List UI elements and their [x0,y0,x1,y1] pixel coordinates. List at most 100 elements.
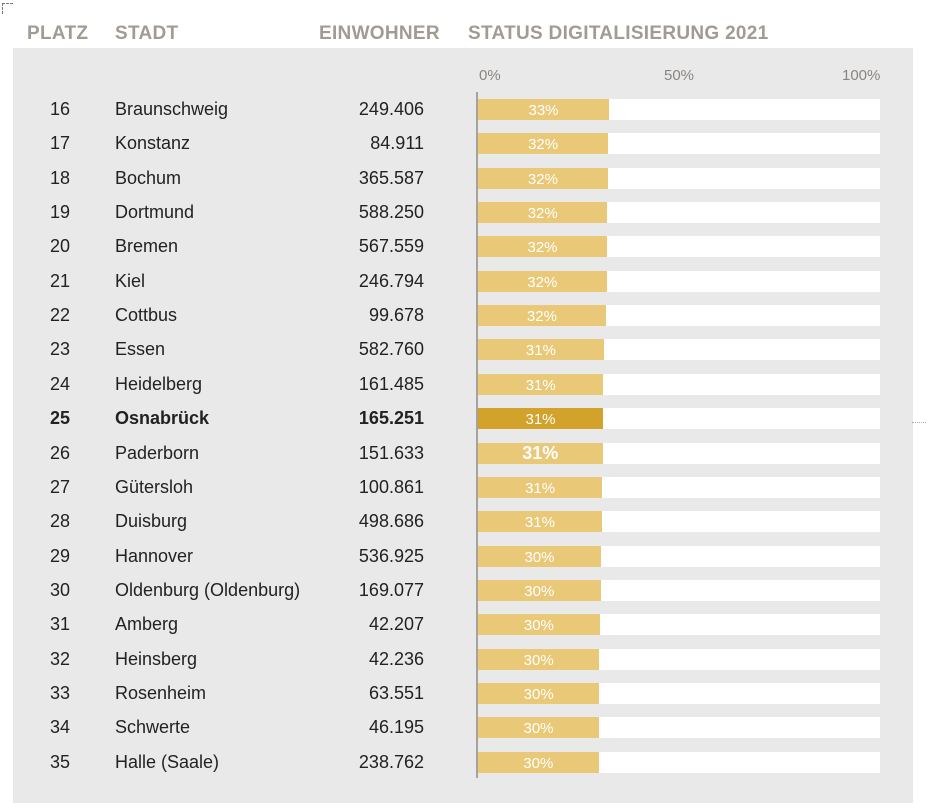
row-rank: 26 [49,442,71,463]
row-population: 249.406 [358,99,424,119]
bar-track: 32% [478,305,880,327]
bar-schwerte: 30% [478,717,599,739]
bar-paderborn: 31% [478,442,603,464]
row-rank: 20 [49,236,71,257]
bar-track: 33% [478,99,880,120]
table-row: 20 Bremen 567.559 32% [0,229,927,263]
row-city: Amberg [115,614,179,635]
bar-heinsberg: 30% [478,648,600,670]
row-population: 63.551 [368,682,424,703]
row-city: Schwerte [115,717,191,738]
bar-track: 31% [478,373,880,395]
row-city: Dortmund [115,202,195,223]
row-rank: 32 [49,648,71,669]
row-city: Duisburg [115,511,188,532]
bar-track: 32% [478,202,880,224]
header-rank: PLATZ [27,23,89,44]
bar-duisburg: 31% [478,511,602,533]
row-city: Konstanz [115,133,191,154]
table-row: 29 Hannover 536.925 30% [0,539,927,573]
row-population: 151.633 [358,442,424,463]
bar-bochum: 32% [478,167,608,189]
bar-track: 32% [478,167,880,189]
table-row: 31 Amberg 42.207 30% [0,607,927,641]
row-population: 42.207 [368,614,424,635]
table-row: 22 Cottbus 99.678 32% [0,298,927,332]
row-rank: 24 [49,373,71,394]
bar-track: 31% [478,476,880,498]
selection-corner-marker [2,3,13,14]
edge-dotted-marker [912,422,926,423]
row-rank: 23 [49,339,71,360]
row-population: 246.794 [358,270,424,291]
bar-braunschweig: 33% [478,99,610,120]
row-population: 169.077 [358,579,424,600]
row-rank: 29 [49,545,71,566]
row-city: Hannover [115,545,194,566]
row-city: Oldenburg (Oldenburg) [115,579,301,600]
row-city: Bochum [115,167,182,188]
row-city: Paderborn [115,442,200,463]
row-population: 84.911 [370,133,424,154]
row-city: Osnabrück [115,408,210,429]
bar-track: 30% [478,545,880,567]
axis-tick-100: 100% [842,67,881,84]
row-city: Gütersloh [115,476,194,497]
axis-tick-50: 50% [664,67,695,84]
bar-osnabrück: 31% [478,408,604,430]
bar-rosenheim: 30% [478,682,600,704]
table-row: 30 Oldenburg (Oldenburg) 169.077 30% [0,573,927,607]
bar-track: 31% [478,339,880,361]
bar-track: 30% [478,579,880,601]
axis-tick-0: 0% [479,67,501,84]
table-row: 19 Dortmund 588.250 32% [0,195,927,229]
bar-gütersloh: 31% [478,476,603,498]
row-population: 567.559 [358,236,424,257]
table-row: 35 Halle (Saale) 238.762 30% [0,745,927,779]
bar-track: 31% [478,511,880,533]
bar-dortmund: 32% [478,202,608,224]
table-row: 16 Braunschweig 249.406 33% [0,92,927,126]
bar-track: 31% [478,442,880,464]
bar-cottbus: 32% [478,305,606,327]
row-rank: 18 [49,167,71,188]
bar-kiel: 32% [478,270,607,292]
table-row: 32 Heinsberg 42.236 30% [0,642,927,676]
row-rank: 19 [49,202,71,223]
header-city: STADT [115,23,179,44]
bar-hannover: 30% [478,545,601,567]
row-population: 238.762 [358,751,424,772]
table-row: 28 Duisburg 498.686 31% [0,504,927,538]
row-population: 99.678 [368,305,424,326]
row-population: 365.587 [358,167,424,188]
table-row: 18 Bochum 365.587 32% [0,161,927,195]
row-rank: 28 [49,511,71,532]
row-population: 42.236 [368,648,424,669]
row-city: Cottbus [115,305,178,326]
row-rank: 21 [49,270,71,291]
table-row: 21 Kiel 246.794 32% [0,264,927,298]
table-row: 23 Essen 582.760 31% [0,332,927,366]
bar-halle-saale: 30% [478,751,599,773]
bar-track: 32% [478,236,880,258]
row-population: 582.760 [358,339,424,360]
row-rank: 34 [49,717,71,738]
row-city: Braunschweig [115,99,229,119]
bar-konstanz: 32% [478,133,609,155]
table-row: 26 Paderborn 151.633 31% [0,436,927,470]
bar-track: 31% [478,408,880,430]
bar-amberg: 30% [478,614,600,636]
row-population: 536.925 [358,545,424,566]
row-city: Heinsberg [115,648,198,669]
row-population: 100.861 [358,476,424,497]
chart-zero-axis [476,92,478,778]
row-rank: 16 [49,99,71,119]
table-row: 27 Gütersloh 100.861 31% [0,470,927,504]
table-row: 17 Konstanz 84.911 32% [0,126,927,160]
header-population: EINWOHNER [319,23,440,44]
row-population: 161.485 [358,373,424,394]
row-rank: 27 [49,476,71,497]
bar-essen: 31% [478,339,604,361]
bar-track: 30% [478,751,880,773]
row-city: Rosenheim [115,682,207,703]
